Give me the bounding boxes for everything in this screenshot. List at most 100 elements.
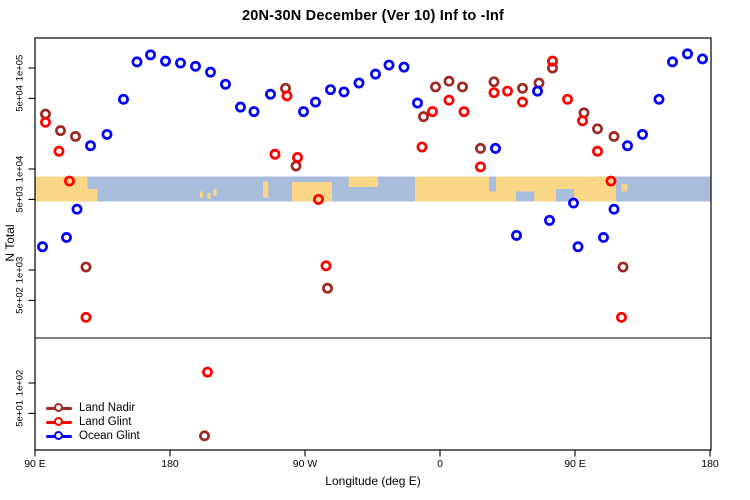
point-ocean_glint bbox=[235, 101, 246, 113]
y-tick-label: 5e+01 bbox=[15, 400, 26, 427]
point-ocean_glint bbox=[61, 232, 72, 243]
y-tick-label: 1e+04 bbox=[15, 156, 26, 183]
point-land_glint bbox=[53, 145, 65, 157]
point-land_nadir bbox=[443, 75, 455, 87]
point-ocean_glint bbox=[220, 78, 231, 90]
point-ocean_glint bbox=[622, 140, 633, 152]
point-ocean_glint bbox=[608, 203, 620, 215]
point-land_glint bbox=[517, 96, 528, 108]
point-ocean_glint bbox=[71, 203, 83, 215]
point-land_nadir bbox=[617, 261, 629, 273]
land-nadir-symbol bbox=[46, 403, 72, 413]
point-ocean_glint bbox=[37, 241, 48, 253]
point-land_nadir bbox=[475, 142, 486, 154]
land-glint-symbol bbox=[46, 417, 72, 427]
point-ocean_glint bbox=[370, 68, 381, 80]
plot-border bbox=[34, 37, 712, 451]
point-land_nadir bbox=[199, 430, 210, 442]
y-tick-label: 5e+03 bbox=[15, 186, 26, 213]
point-land_nadir bbox=[80, 261, 92, 273]
point-land_glint bbox=[416, 141, 428, 153]
map-band-ocean-notch bbox=[489, 176, 496, 192]
point-land_nadir bbox=[290, 160, 302, 172]
point-land_glint bbox=[502, 85, 513, 97]
point-ocean_glint bbox=[298, 106, 309, 118]
legend-label-land-nadir: Land Nadir bbox=[79, 402, 136, 414]
map-band-land bbox=[291, 182, 332, 202]
y-axis-title: N Total bbox=[3, 224, 17, 262]
point-ocean_glint bbox=[490, 142, 501, 154]
x-tick-label: 180 bbox=[161, 458, 179, 470]
map-band-land bbox=[621, 184, 628, 192]
point-land_glint bbox=[292, 152, 303, 163]
ocean-glint-symbol bbox=[46, 431, 72, 441]
point-ocean_glint bbox=[667, 56, 678, 68]
x-tick-label: 90 E bbox=[24, 458, 46, 470]
map-band-land bbox=[207, 192, 211, 199]
point-land_glint bbox=[281, 90, 293, 102]
point-land_glint bbox=[80, 311, 92, 323]
point-land_nadir bbox=[430, 81, 441, 93]
point-ocean_glint bbox=[637, 128, 648, 140]
x-axis-title: Longitude (deg E) bbox=[325, 474, 421, 488]
point-ocean_glint bbox=[544, 214, 555, 226]
map-band-land bbox=[200, 191, 203, 198]
point-ocean_glint bbox=[131, 56, 143, 68]
point-ocean_glint bbox=[532, 85, 543, 97]
point-land_nadir bbox=[70, 131, 81, 142]
legend-label-ocean-glint: Ocean Glint bbox=[79, 430, 140, 442]
point-land_nadir bbox=[517, 82, 528, 94]
x-tick-label: 90 E bbox=[564, 458, 586, 470]
point-land_glint bbox=[40, 116, 51, 128]
point-ocean_glint bbox=[118, 93, 129, 105]
point-ocean_glint bbox=[568, 197, 579, 209]
point-ocean_glint bbox=[145, 49, 156, 61]
point-land_glint bbox=[475, 161, 486, 173]
map-band-land bbox=[348, 176, 379, 187]
map-band-ocean-notch bbox=[516, 191, 535, 202]
point-land_nadir bbox=[322, 282, 333, 294]
map-band-ocean-notch bbox=[555, 189, 574, 202]
point-land_glint bbox=[320, 260, 332, 272]
point-land_glint bbox=[427, 106, 438, 118]
x-tick-label: 0 bbox=[437, 458, 443, 470]
point-land_glint bbox=[64, 175, 75, 187]
point-ocean_glint bbox=[205, 66, 216, 78]
point-ocean_glint bbox=[598, 232, 609, 243]
point-ocean_glint bbox=[338, 86, 350, 98]
legend-item-ocean-glint: Ocean Glint bbox=[46, 429, 140, 443]
point-land_glint bbox=[562, 93, 573, 105]
legend: Land Nadir Land Glint Ocean Glint bbox=[46, 401, 140, 443]
map-band-land bbox=[263, 181, 269, 198]
point-land_glint bbox=[547, 55, 558, 67]
point-land_glint bbox=[202, 366, 213, 378]
y-tick-label: 5e+02 bbox=[15, 287, 26, 314]
map-band-land bbox=[36, 176, 88, 202]
legend-label-land-glint: Land Glint bbox=[79, 416, 132, 428]
chart-title: 20N-30N December (Ver 10) Inf to -Inf bbox=[241, 8, 505, 24]
point-land_glint bbox=[605, 175, 617, 187]
point-ocean_glint bbox=[310, 96, 321, 108]
point-land_nadir bbox=[608, 131, 620, 142]
point-ocean_glint bbox=[325, 84, 336, 96]
point-ocean_glint bbox=[511, 229, 522, 241]
map-band-land bbox=[414, 176, 616, 202]
legend-item-land-nadir: Land Nadir bbox=[46, 401, 140, 415]
x-tick-label: 90 W bbox=[293, 458, 318, 470]
point-ocean_glint bbox=[697, 53, 708, 65]
point-ocean_glint bbox=[85, 140, 96, 152]
point-ocean_glint bbox=[383, 59, 395, 71]
point-land_nadir bbox=[488, 76, 500, 88]
point-land_nadir bbox=[55, 125, 66, 137]
map-band-land bbox=[213, 189, 217, 196]
point-land_glint bbox=[488, 87, 500, 99]
point-land_glint bbox=[269, 148, 281, 160]
point-land_nadir bbox=[418, 111, 429, 123]
point-land_glint bbox=[592, 145, 603, 157]
point-ocean_glint bbox=[682, 48, 693, 60]
point-land_nadir bbox=[457, 81, 468, 93]
legend-item-land-glint: Land Glint bbox=[46, 415, 140, 429]
y-tick-label: 1e+05 bbox=[15, 55, 26, 82]
y-tick-label: 1e+02 bbox=[15, 370, 26, 397]
point-ocean_glint bbox=[572, 241, 584, 253]
